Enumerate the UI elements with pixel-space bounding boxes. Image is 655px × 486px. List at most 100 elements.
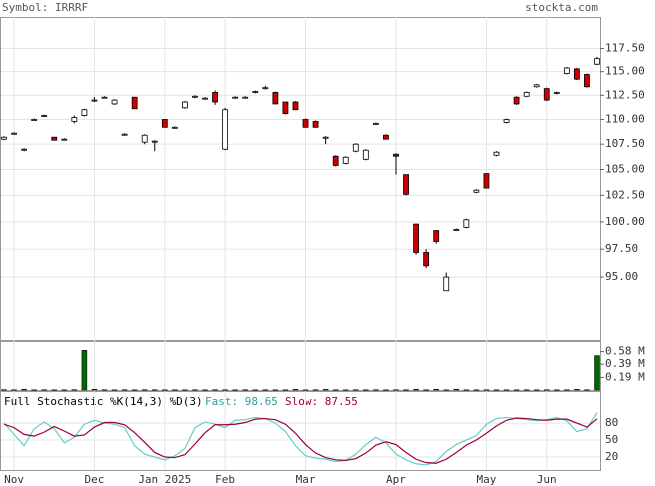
candle-body [212, 92, 218, 103]
volume-bar [403, 389, 409, 391]
candle-body [292, 101, 299, 111]
y-tick-label: 95.00 [605, 270, 638, 283]
candle-body [413, 223, 419, 253]
volume-bar [312, 389, 319, 391]
volume-bar [594, 355, 600, 391]
x-tick-label: May [477, 473, 497, 486]
volume-bar [533, 389, 540, 391]
volume-bar [584, 389, 590, 391]
symbol-label: Symbol: IRRRF [2, 1, 88, 14]
volume-bar [383, 389, 389, 391]
volume-bar [554, 389, 560, 391]
candle-body [383, 134, 389, 140]
x-tick-label: Jan 2025 [138, 473, 191, 486]
volume-bar [172, 389, 178, 391]
candle-body [563, 67, 570, 74]
candle-body [483, 173, 490, 189]
price-panel [0, 17, 601, 341]
candle-body [503, 119, 510, 123]
volume-bar [302, 389, 309, 391]
y-tick-label: 102.50 [605, 188, 645, 201]
volume-bar [332, 389, 339, 391]
volume-bar [192, 389, 198, 391]
candle-body [222, 109, 229, 150]
volume-bar [443, 389, 449, 391]
volume-bar [252, 389, 259, 391]
volume-bar [212, 389, 218, 391]
volume-bar [152, 389, 158, 391]
candle-body [202, 97, 208, 100]
candle-body [443, 276, 450, 292]
volume-bar [31, 389, 37, 391]
candle-body [302, 119, 309, 128]
volume-bar [574, 389, 580, 391]
volume-bar [413, 388, 419, 391]
volume-bar [242, 389, 248, 391]
volume-bar [182, 389, 188, 391]
candle-body [493, 151, 500, 156]
volume-bar [373, 389, 379, 391]
candle-body [121, 133, 128, 136]
candle-body [161, 119, 168, 128]
candle-body [473, 189, 480, 193]
candle-body [171, 126, 178, 129]
stoch-line [3, 417, 598, 464]
volume-bar [1, 389, 7, 391]
candle-body [342, 156, 349, 164]
candle-body [372, 122, 379, 125]
candle-body [182, 101, 188, 109]
volume-bar [503, 389, 510, 391]
volume-bar [433, 388, 439, 391]
candle-body [31, 119, 38, 121]
volume-bar [282, 389, 289, 391]
volume-bar [141, 389, 148, 391]
x-tick-label: Dec [85, 473, 105, 486]
x-tick-label: Mar [296, 473, 316, 486]
candle-body [61, 138, 68, 141]
candle-body [262, 87, 269, 90]
volume-panel [0, 341, 601, 391]
volume-bar [353, 389, 359, 391]
x-tick-label: Jun [537, 473, 557, 486]
candle-body [584, 74, 590, 88]
y-tick-label: 107.50 [605, 137, 645, 150]
candle-body [242, 96, 249, 99]
candle-body [322, 136, 329, 139]
volume-bar [21, 388, 27, 391]
volume-tick-label: 0.39 M [605, 357, 645, 370]
candle-body [393, 153, 399, 157]
candle-body [232, 96, 239, 99]
candle-body [423, 252, 430, 267]
candle-body [543, 88, 550, 101]
candle-body [332, 155, 339, 166]
y-tick-label: 115.00 [605, 65, 645, 78]
candle-body [282, 101, 289, 115]
candle-body [523, 92, 530, 97]
candle-body [41, 115, 48, 117]
stoch-line [3, 412, 598, 466]
volume-bar [121, 389, 128, 391]
source: stockta.com [525, 1, 598, 14]
x-tick-label: Feb [215, 473, 235, 486]
candle-body [463, 219, 470, 228]
candle-body [594, 58, 600, 65]
candle-body [403, 174, 409, 195]
x-tick-label: Nov [4, 473, 24, 486]
volume-tick-label: 0.19 M [605, 370, 645, 383]
candle-body [362, 149, 369, 160]
fast-label: Fast: 98.65 [205, 395, 278, 408]
volume-bar [162, 389, 168, 391]
volume-bar [393, 389, 399, 391]
y-tick-label: 105.00 [605, 162, 645, 175]
candle-body [1, 136, 7, 140]
candle-body [513, 96, 520, 105]
y-tick-label: 100.00 [605, 215, 645, 228]
candle-body [91, 99, 98, 102]
stoch-tick-label: 50 [605, 433, 618, 446]
volume-tick-label: 0.58 M [605, 345, 645, 358]
volume-bar [453, 388, 460, 391]
volume-bar [202, 389, 208, 391]
y-tick-label: 110.00 [605, 112, 645, 125]
volume-bar [111, 389, 118, 391]
volume-bar [232, 389, 238, 391]
